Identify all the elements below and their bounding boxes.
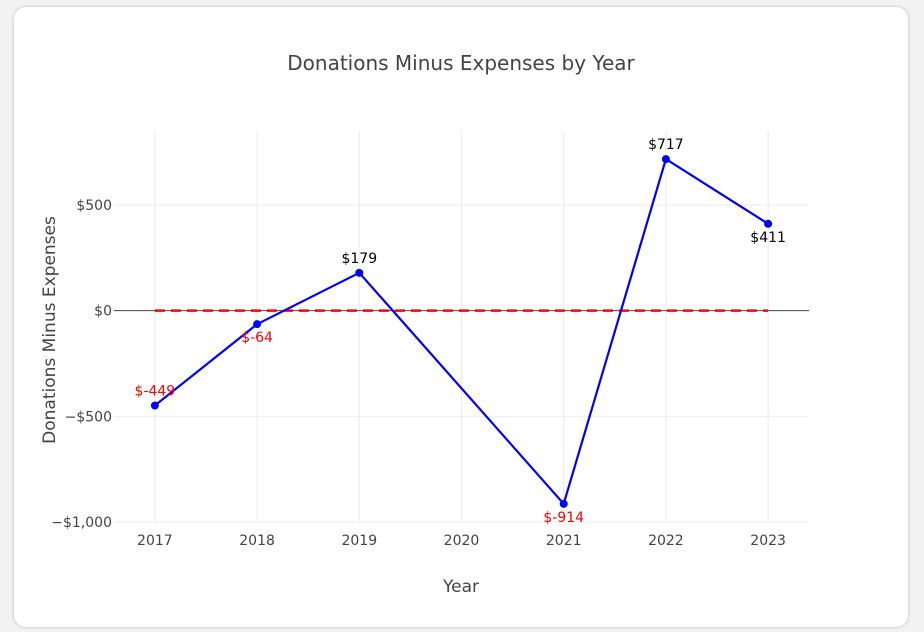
data-label: $717 [648, 137, 684, 153]
y-axis-title: Donations Minus Expenses [40, 216, 60, 444]
series-layer [150, 155, 773, 508]
data-label: $-64 [241, 330, 273, 346]
data-point [764, 219, 773, 228]
y-tick-label: $500 [76, 198, 112, 214]
chart-title: Donations Minus Expenses by Year [287, 51, 635, 75]
data-label: $411 [750, 230, 786, 246]
data-label-layer: $-449 $-64 $179 $-914 $717 $411 [135, 137, 786, 526]
x-tick-label: 2022 [648, 533, 684, 549]
tick-layer: 2017 2018 2019 2020 2021 2022 2023 −$1,000 −$500… [51, 198, 786, 549]
data-point [253, 320, 262, 329]
data-point [661, 155, 670, 164]
x-axis-title: Year [442, 577, 479, 597]
data-point [559, 499, 568, 508]
data-label: $-449 [135, 384, 176, 400]
x-tick-label: 2021 [546, 533, 582, 549]
x-tick-label: 2017 [137, 533, 173, 549]
data-point [355, 268, 364, 277]
x-tick-label: 2018 [239, 533, 275, 549]
y-tick-label: −$500 [65, 409, 112, 425]
x-tick-label: 2023 [750, 533, 786, 549]
grid [114, 131, 809, 523]
series-line [154, 158, 769, 505]
x-tick-label: 2019 [341, 533, 377, 549]
data-label: $179 [341, 251, 377, 267]
y-tick-label: −$1,000 [51, 515, 112, 531]
x-tick-label: 2020 [444, 533, 480, 549]
data-label: $-914 [543, 510, 584, 526]
data-point [150, 401, 159, 410]
y-tick-label: $0 [94, 304, 112, 320]
